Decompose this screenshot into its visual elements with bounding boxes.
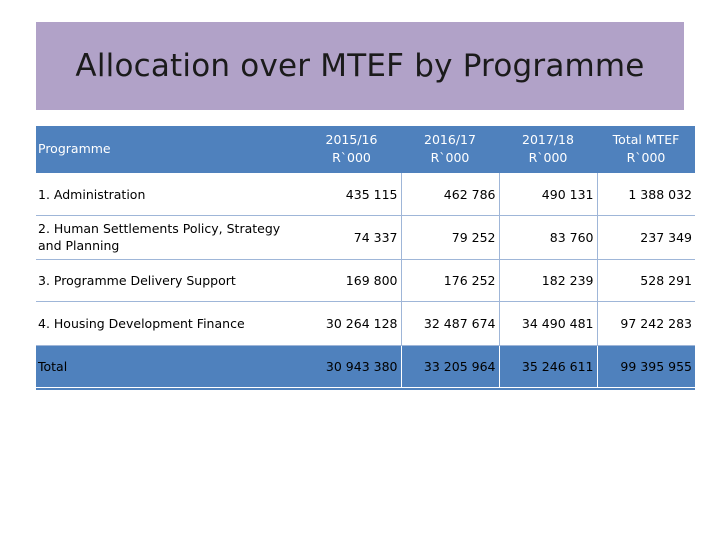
table-row: 1. Administration 435 115 462 786 490 13… xyxy=(36,173,695,216)
value-2015-16: 30 264 128 xyxy=(302,301,402,346)
value-2015-16: 169 800 xyxy=(302,259,402,302)
header-total-mtef: Total MTEF R`000 xyxy=(597,126,695,173)
header-2016-17-unit: R`000 xyxy=(430,150,470,166)
slide-title: Allocation over MTEF by Programme xyxy=(75,48,645,84)
title-band: Allocation over MTEF by Programme xyxy=(36,22,684,110)
programme-cell: 2. Human Settlements Policy, Strategy an… xyxy=(36,215,302,260)
header-2016-17-year: 2016/17 xyxy=(424,132,476,148)
value-total-mtef: 97 242 283 xyxy=(597,301,695,346)
total-label: Total xyxy=(36,345,302,387)
header-2017-18-year: 2017/18 xyxy=(522,132,574,148)
header-programme: Programme xyxy=(36,126,302,173)
value-2016-17: 462 786 xyxy=(401,173,500,216)
total-2015-16: 30 943 380 xyxy=(302,345,402,387)
value-2017-18: 34 490 481 xyxy=(499,301,598,346)
table-bottom-rule xyxy=(36,388,695,390)
value-2017-18: 490 131 xyxy=(499,173,598,216)
allocation-table: Programme 2015/16 R`000 2016/17 R`000 20… xyxy=(36,126,695,387)
total-2017-18: 35 246 611 xyxy=(499,345,598,387)
value-2016-17: 79 252 xyxy=(401,215,500,260)
programme-cell: 3. Programme Delivery Support xyxy=(36,259,302,302)
header-2015-16-unit: R`000 xyxy=(332,150,371,166)
value-total-mtef: 1 388 032 xyxy=(597,173,695,216)
programme-cell: 1. Administration xyxy=(36,173,302,216)
value-2017-18: 182 239 xyxy=(499,259,598,302)
value-2017-18: 83 760 xyxy=(499,215,598,260)
header-2017-18: 2017/18 R`000 xyxy=(499,126,597,173)
value-2015-16: 74 337 xyxy=(302,215,402,260)
table-row: 3. Programme Delivery Support 169 800 17… xyxy=(36,259,695,302)
value-2016-17: 176 252 xyxy=(401,259,500,302)
header-2017-18-unit: R`000 xyxy=(528,150,568,166)
value-total-mtef: 237 349 xyxy=(597,215,695,260)
table-row: 2. Human Settlements Policy, Strategy an… xyxy=(36,215,695,260)
header-total-mtef-unit: R`000 xyxy=(626,150,666,166)
header-total-mtef-label: Total MTEF xyxy=(612,132,680,148)
table-header-row: Programme 2015/16 R`000 2016/17 R`000 20… xyxy=(36,126,695,173)
table-row: 4. Housing Development Finance 30 264 12… xyxy=(36,301,695,346)
total-row: Total 30 943 380 33 205 964 35 246 611 9… xyxy=(36,345,695,387)
value-2016-17: 32 487 674 xyxy=(401,301,500,346)
programme-cell: 4. Housing Development Finance xyxy=(36,301,302,346)
total-total-mtef: 99 395 955 xyxy=(597,345,695,387)
value-total-mtef: 528 291 xyxy=(597,259,695,302)
value-2015-16: 435 115 xyxy=(302,173,402,216)
total-2016-17: 33 205 964 xyxy=(401,345,500,387)
header-2015-16: 2015/16 R`000 xyxy=(302,126,401,173)
header-2016-17: 2016/17 R`000 xyxy=(401,126,499,173)
header-2015-16-year: 2015/16 xyxy=(325,132,378,148)
